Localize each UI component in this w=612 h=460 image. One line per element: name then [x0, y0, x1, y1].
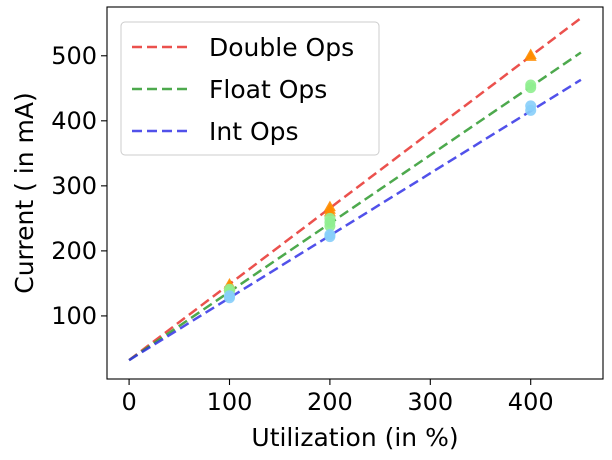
fit-line-int-ops — [128, 78, 582, 362]
y-tick-label: 200 — [51, 237, 97, 265]
y-axis-ticks: 100 200 300 400 500 — [51, 42, 107, 330]
x-tick-label: 200 — [307, 388, 353, 416]
y-tick-label: 300 — [51, 172, 97, 200]
point-int-ops — [324, 229, 336, 241]
legend-label-int-ops: Int Ops — [209, 117, 299, 146]
plot-frame — [106, 6, 604, 380]
y-axis-label: Current ( in mA) — [10, 92, 39, 294]
x-axis-label: Utilization (in %) — [251, 423, 458, 452]
point-double-ops — [323, 200, 336, 212]
x-tick-label: 300 — [407, 388, 453, 416]
point-int-ops — [525, 100, 537, 112]
legend-box — [120, 21, 380, 156]
y-tick-label: 100 — [51, 302, 97, 330]
legend-label-float-ops: Float Ops — [209, 75, 327, 104]
series-layer — [128, 17, 582, 362]
point-float-ops — [525, 79, 537, 91]
x-tick-label: 400 — [508, 388, 554, 416]
x-tick-label: 100 — [207, 388, 253, 416]
point-int-ops — [223, 290, 235, 302]
legend: Double Ops Float Ops Int Ops — [120, 21, 380, 156]
y-tick-label: 400 — [51, 107, 97, 135]
x-axis-ticks: 0 100 200 300 400 — [121, 379, 554, 416]
fit-line-double-ops — [128, 17, 582, 362]
x-tick-label: 0 — [121, 388, 136, 416]
fit-line-float-ops — [128, 51, 582, 362]
point-float-ops — [324, 212, 336, 224]
legend-label-double-ops: Double Ops — [209, 33, 354, 62]
point-double-ops — [524, 48, 537, 59]
y-tick-label: 500 — [51, 42, 97, 70]
